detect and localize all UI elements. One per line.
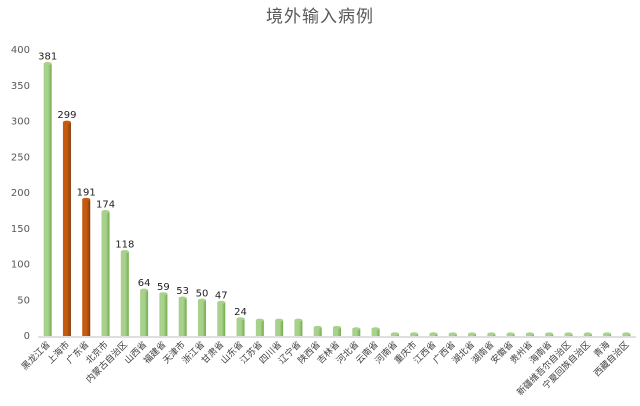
bar-cap: [217, 300, 226, 304]
bar-cap: [390, 332, 399, 336]
data-label: 47: [215, 290, 228, 301]
bar-cap: [468, 332, 477, 336]
bar: [82, 199, 91, 336]
y-tick-label: 50: [17, 295, 30, 306]
bar-cap: [564, 332, 573, 336]
x-tick-label: 黑龙江省: [19, 339, 53, 373]
bar-cap: [603, 332, 612, 336]
data-label: 381: [38, 52, 57, 63]
bar-cap: [371, 327, 380, 331]
bar-cap: [333, 325, 341, 330]
data-label: 191: [77, 187, 96, 198]
bar: [236, 318, 245, 336]
y-tick-label: 300: [11, 117, 30, 128]
bar: [178, 298, 187, 336]
data-label: 174: [96, 200, 115, 211]
y-tick-label: 250: [11, 152, 30, 163]
bar-cap: [159, 292, 168, 296]
bar-cap: [410, 332, 419, 336]
bar: [197, 300, 206, 336]
data-label: 53: [176, 286, 189, 297]
bar: [275, 320, 284, 336]
y-tick-label: 100: [11, 260, 30, 271]
bar: [255, 320, 264, 336]
bar-cap: [487, 332, 496, 336]
bar-cap: [197, 298, 206, 302]
bar: [120, 251, 129, 336]
bar: [333, 327, 341, 336]
data-label: 299: [57, 110, 76, 121]
bar-cap: [294, 318, 303, 322]
bar-cap: [178, 296, 187, 300]
y-tick-label: 150: [11, 224, 30, 235]
data-label: 50: [196, 288, 209, 299]
bar: [43, 63, 52, 337]
bar: [159, 293, 168, 336]
bar: [140, 290, 149, 336]
bar-cap: [429, 332, 438, 336]
bar-cap: [140, 288, 149, 292]
bar-cap: [506, 332, 515, 336]
bar: [352, 328, 361, 336]
data-label: 59: [157, 282, 170, 293]
bar: [217, 302, 226, 336]
bar: [313, 327, 322, 336]
data-label: 24: [234, 307, 247, 318]
bar-cap: [448, 332, 457, 336]
y-tick-label: 0: [24, 331, 30, 342]
bar-cap: [82, 197, 91, 202]
bar-cap: [101, 209, 110, 214]
bar-cap: [313, 325, 322, 330]
bar-cap: [525, 332, 534, 336]
bar-cap: [583, 332, 592, 336]
y-tick-label: 400: [11, 45, 30, 56]
y-tick-label: 200: [11, 188, 30, 199]
bar-cap: [62, 120, 71, 124]
bar: [294, 320, 303, 336]
bar-cap: [352, 327, 361, 331]
data-label: 118: [115, 240, 134, 251]
bar-cap: [622, 332, 631, 336]
bar: [62, 122, 71, 336]
bar-cap: [255, 318, 264, 322]
bar-cap: [120, 250, 129, 254]
bar-cap: [236, 317, 245, 321]
bar-cap: [43, 61, 52, 66]
bar-cap: [545, 332, 554, 336]
bar-cap: [275, 318, 284, 322]
y-tick-label: 350: [11, 81, 30, 92]
bar: [371, 328, 380, 336]
chart-title: 境外输入病例: [266, 7, 374, 27]
bar: [101, 211, 110, 336]
data-label: 64: [138, 278, 151, 289]
